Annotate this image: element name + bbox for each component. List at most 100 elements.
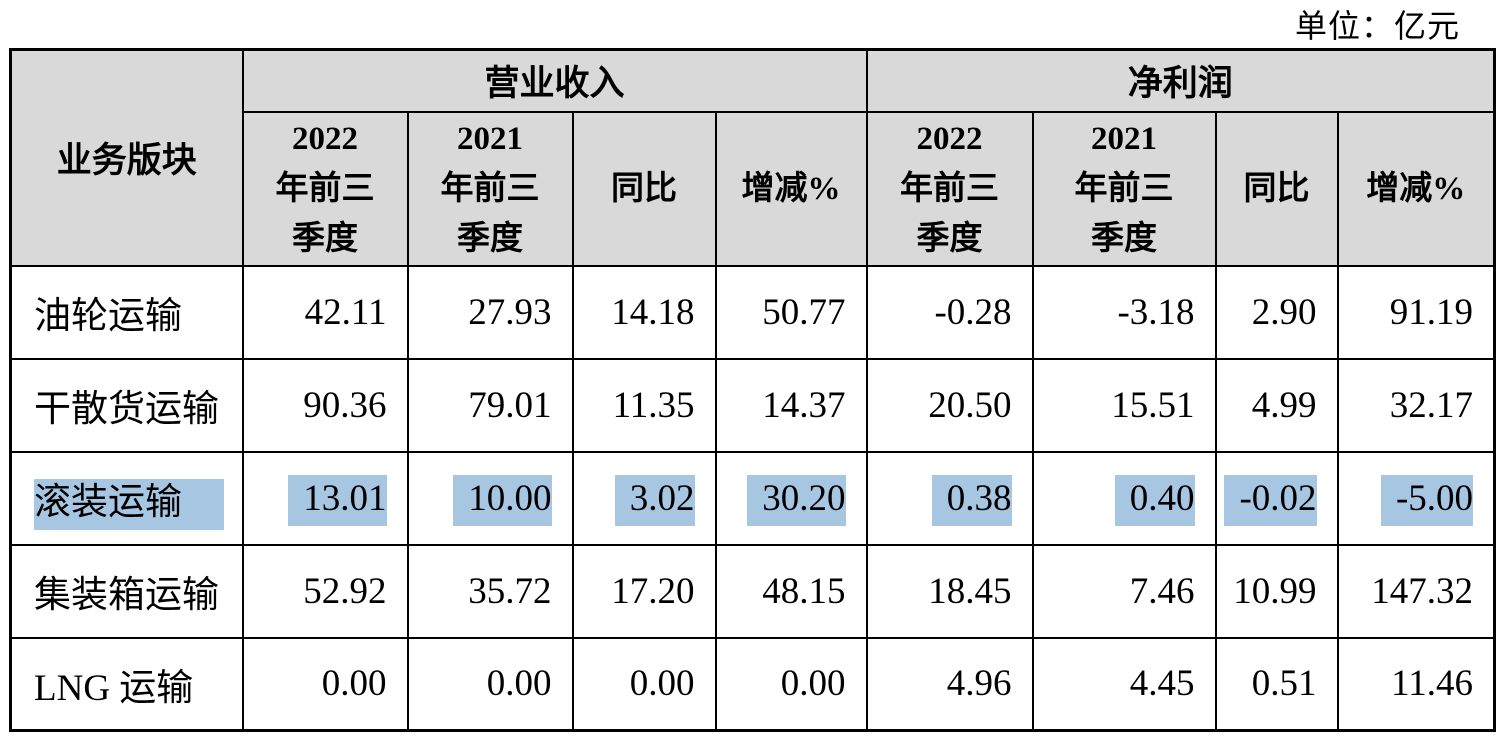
row-label-cell: 油轮运输 [9, 264, 244, 360]
cell: 3.02 [571, 450, 717, 546]
col-header-line: 2022 [916, 120, 983, 157]
cell: 90.36 [241, 357, 409, 453]
segment-results-table: 业务版块 营业收入 净利润 2022 年前三 季度 2021 年前三 季度 同比… [9, 48, 1497, 732]
cell: 11.46 [1336, 636, 1496, 732]
col-header-line: 季度 [916, 220, 983, 257]
cell-value: 0.00 [486, 663, 552, 705]
cell-value: 0.00 [629, 663, 695, 705]
row-label-cell: 集装箱运输 [9, 543, 244, 639]
cell: -3.18 [1031, 264, 1217, 360]
col-header-profit-yoy: 同比 [1214, 110, 1339, 267]
col-header-line: 增减% [1366, 170, 1466, 207]
row-label-cell: LNG 运输 [9, 636, 244, 732]
col-header-revenue-yoy: 同比 [571, 110, 717, 267]
cell: 0.00 [406, 636, 574, 732]
cell: 15.51 [1031, 357, 1217, 453]
cell-value: 7.46 [1129, 570, 1195, 612]
cell-value: 79.01 [468, 384, 552, 426]
cell-value-highlighted: 10.00 [453, 474, 552, 526]
cell: 2.90 [1214, 264, 1339, 360]
cell: 14.18 [571, 264, 717, 360]
cell: 52.92 [241, 543, 409, 639]
cell-value-highlighted: 13.01 [288, 474, 387, 526]
cell-value: 48.15 [762, 570, 846, 612]
col-header-profit-2022: 2022 年前三 季度 [865, 110, 1034, 267]
cell-value: 11.46 [1391, 663, 1474, 705]
cell: 4.96 [865, 636, 1034, 732]
table-row-roro-selected: 滚装运输 13.01 10.00 3.02 30.20 0.38 0.40 -0… [9, 450, 1496, 546]
row-label: 集装箱运输 [34, 575, 219, 616]
col-header-line: 年前三 [900, 170, 1000, 207]
cell-value: -0.28 [934, 291, 1012, 333]
cell: 11.35 [571, 357, 717, 453]
cell: 48.15 [714, 543, 868, 639]
col-header-line: 同比 [1243, 170, 1310, 207]
cell-value: 4.99 [1251, 384, 1317, 426]
cell-value: 35.72 [468, 570, 552, 612]
col-header-line: 2021 [1091, 120, 1158, 157]
row-label: 干散货运输 [34, 389, 219, 430]
cell: 0.00 [241, 636, 409, 732]
cell-value: 0.51 [1251, 663, 1317, 705]
cell-value: 42.11 [304, 291, 387, 333]
col-header-line: 季度 [457, 220, 523, 257]
col-header-line: 同比 [611, 170, 677, 207]
row-label: 油轮运输 [34, 296, 182, 337]
business-segment-header-cell: 业务版块 [9, 48, 244, 267]
cell-value: 14.37 [762, 384, 846, 426]
cell: 0.00 [571, 636, 717, 732]
cell: 14.37 [714, 357, 868, 453]
cell: -0.02 [1214, 450, 1339, 546]
col-header-profit-2021: 2021 年前三 季度 [1031, 110, 1217, 267]
col-header-profit-change-pct: 增减% [1336, 110, 1496, 267]
cell-value: 10.99 [1233, 570, 1317, 612]
col-header-revenue-2022: 2022 年前三 季度 [241, 110, 409, 267]
cell-value-highlighted: 30.20 [747, 474, 846, 526]
cell: 17.20 [571, 543, 717, 639]
cell: 10.00 [406, 450, 574, 546]
cell: 4.99 [1214, 357, 1339, 453]
col-header-line: 季度 [292, 220, 358, 257]
cell-value: 50.77 [762, 291, 846, 333]
cell-value: 147.32 [1371, 570, 1474, 612]
col-header-revenue-2021: 2021 年前三 季度 [406, 110, 574, 267]
cell-value: 20.50 [928, 384, 1012, 426]
cell: 79.01 [406, 357, 574, 453]
col-header-revenue-change-pct: 增减% [714, 110, 868, 267]
col-header-line: 季度 [1091, 220, 1158, 257]
cell-value: 0.00 [780, 663, 846, 705]
row-label: LNG 运输 [34, 667, 194, 709]
cell-value: 52.92 [303, 570, 387, 612]
cell: 18.45 [865, 543, 1034, 639]
cell-value-highlighted: -5.00 [1380, 474, 1474, 526]
cell-value: -3.18 [1117, 291, 1195, 333]
cell: 50.77 [714, 264, 868, 360]
unit-label: 单位：亿元 [1294, 8, 1460, 44]
table-row-lng: LNG 运输 0.00 0.00 0.00 0.00 4.96 4.45 0.5… [9, 636, 1496, 732]
cell-value: 18.45 [928, 570, 1012, 612]
cell: 0.00 [714, 636, 868, 732]
row-label-cell: 滚装运输 [9, 450, 244, 546]
cell: 91.19 [1336, 264, 1496, 360]
cell: -0.28 [865, 264, 1034, 360]
cell: 147.32 [1336, 543, 1496, 639]
cell-value: 4.96 [946, 663, 1012, 705]
cell: 30.20 [714, 450, 868, 546]
cell: 0.40 [1031, 450, 1217, 546]
cell-value: 90.36 [303, 384, 387, 426]
cell: 27.93 [406, 264, 574, 360]
col-header-line: 年前三 [275, 170, 375, 207]
cell-value-highlighted: 0.40 [1114, 474, 1195, 526]
cell: 7.46 [1031, 543, 1217, 639]
table-row-dry-bulk: 干散货运输 90.36 79.01 11.35 14.37 20.50 15.5… [9, 357, 1496, 453]
table-row-tanker: 油轮运输 42.11 27.93 14.18 50.77 -0.28 -3.18… [9, 264, 1496, 360]
cell: 32.17 [1336, 357, 1496, 453]
col-header-line: 年前三 [440, 170, 540, 207]
col-header-line: 2022 [292, 120, 358, 157]
cell-value: 0.00 [321, 663, 387, 705]
cell: 20.50 [865, 357, 1034, 453]
row-label-highlighted: 滚装运输 [34, 479, 224, 530]
cell: 10.99 [1214, 543, 1339, 639]
cell-value: 27.93 [468, 291, 552, 333]
cell-value: 4.45 [1129, 663, 1195, 705]
